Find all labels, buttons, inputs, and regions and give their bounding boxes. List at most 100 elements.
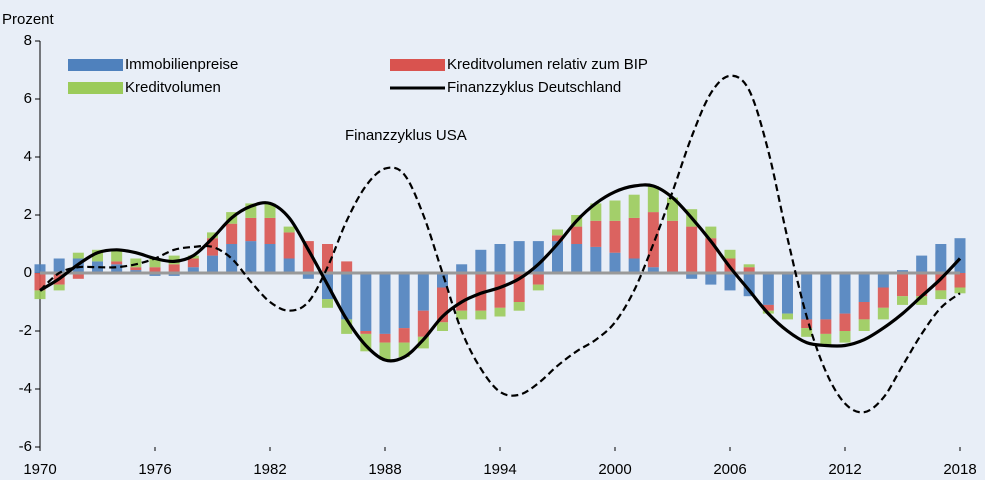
bar — [456, 264, 468, 273]
bar — [705, 238, 717, 273]
bar — [513, 241, 525, 273]
legend-swatch — [68, 82, 123, 94]
bar — [207, 232, 218, 239]
bar — [513, 302, 525, 311]
x-tick-label: 2000 — [598, 461, 631, 478]
bar — [571, 244, 583, 273]
bar — [398, 328, 410, 343]
bar — [897, 296, 908, 305]
bar — [820, 319, 832, 334]
bar — [34, 273, 46, 291]
legend-label: Immobilienpreise — [125, 56, 238, 73]
bar — [552, 241, 563, 273]
y-tick-label: -2 — [19, 322, 32, 339]
bar — [341, 319, 353, 334]
bar — [264, 244, 276, 273]
bar — [398, 342, 410, 358]
bar — [245, 203, 257, 218]
bar — [302, 273, 314, 279]
bar — [456, 310, 468, 320]
bar — [302, 241, 314, 273]
legend-label: Kreditvolumen — [125, 79, 221, 96]
bar — [360, 331, 372, 334]
bar — [111, 264, 123, 273]
legend-swatch — [390, 59, 445, 71]
bar — [494, 307, 506, 317]
bar — [245, 217, 257, 242]
bar — [935, 290, 947, 300]
bar — [628, 217, 640, 259]
bar — [149, 258, 161, 268]
bar — [168, 264, 180, 273]
bar — [92, 261, 103, 273]
bar — [935, 273, 947, 291]
bar — [782, 313, 793, 320]
bar — [858, 273, 870, 302]
bar — [820, 333, 832, 346]
x-tick-label: 1994 — [483, 461, 516, 478]
bar — [839, 273, 851, 314]
bar — [954, 287, 966, 294]
bar — [743, 273, 755, 297]
legend-label: Finanzzyklus Deutschland — [447, 79, 621, 96]
x-tick-label: 1982 — [253, 461, 286, 478]
bar — [762, 273, 774, 305]
bar — [341, 261, 353, 273]
y-tick-label: 8 — [24, 32, 32, 49]
bar — [513, 273, 525, 302]
bar — [494, 273, 506, 308]
bar — [916, 255, 928, 273]
bar — [322, 244, 333, 273]
bar — [762, 304, 774, 311]
bar — [782, 273, 793, 314]
bar — [417, 336, 429, 349]
bar — [609, 220, 621, 253]
bar — [475, 310, 487, 320]
bar — [398, 273, 410, 329]
bar — [571, 226, 583, 244]
bar — [437, 273, 448, 288]
bar — [360, 273, 372, 331]
annotation: Finanzzyklus USA — [345, 127, 467, 144]
bar — [34, 290, 46, 300]
y-tick-label: 4 — [24, 148, 32, 165]
bar — [954, 238, 966, 273]
bar — [283, 232, 295, 259]
bar — [686, 226, 698, 273]
y-tick-label: 0 — [24, 264, 32, 281]
bar — [475, 249, 487, 273]
y-tick-label: 6 — [24, 90, 32, 107]
bar — [207, 238, 218, 256]
bar — [647, 267, 659, 273]
bar — [417, 273, 429, 311]
line — [39, 183, 962, 363]
bar — [667, 220, 678, 273]
bar — [590, 203, 602, 221]
bar — [532, 284, 544, 291]
bar — [532, 241, 544, 273]
bar — [743, 267, 755, 273]
bar — [437, 322, 448, 331]
bar — [72, 273, 84, 279]
x-tick-label: 2012 — [828, 461, 861, 478]
x-tick-label: 2018 — [943, 461, 976, 478]
x-tick-label: 1976 — [138, 461, 171, 478]
bar — [283, 258, 295, 273]
bar — [743, 264, 755, 268]
y-tick-label: -4 — [19, 380, 32, 397]
bar — [801, 319, 813, 329]
bar — [609, 200, 621, 221]
bar — [877, 287, 889, 308]
bar — [111, 261, 123, 265]
x-tick-label: 1970 — [23, 461, 56, 478]
bar — [801, 328, 813, 337]
bar — [552, 229, 563, 236]
bar — [590, 220, 602, 247]
bar — [437, 287, 448, 323]
bar — [858, 302, 870, 320]
bar — [628, 194, 640, 218]
bar — [226, 244, 238, 273]
